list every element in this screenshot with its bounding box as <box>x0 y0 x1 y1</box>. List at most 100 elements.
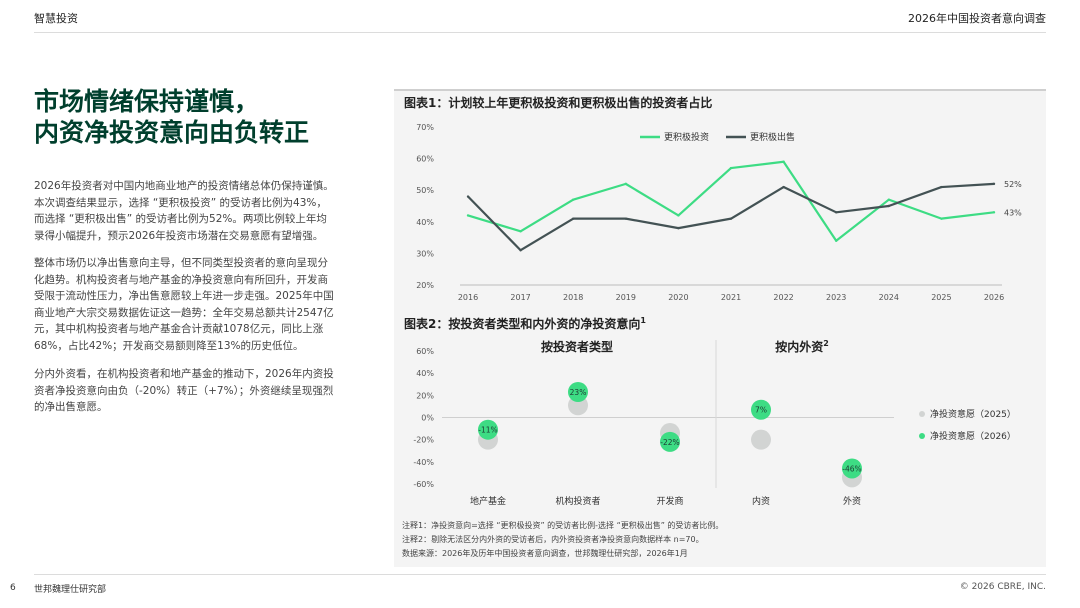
paragraph-1: 2026年投资者对中国内地商业地产的投资情绪总体仍保持谨慎。 本次调查结果显示，… <box>34 178 364 244</box>
paragraph-3: 分内外资看，在机构投资者和地产基金的推动下，2026年内资投 资者净投资意向由负… <box>34 366 364 416</box>
page-title-line1: 市场情绪保持谨慎， <box>34 87 260 116</box>
chart1-data-point <box>835 239 838 242</box>
chart2-point-2026 <box>751 399 771 420</box>
chart2-data-label: 7% <box>755 406 767 415</box>
chart1-data-point <box>729 166 733 170</box>
chart1-data-point <box>466 195 470 198</box>
chart1-x-tick: 2018 <box>563 293 583 302</box>
chart1-data-point <box>887 204 890 208</box>
chart1-data-point <box>466 214 470 217</box>
chart1-legend: 更积极投资 更积极出售 <box>640 131 795 143</box>
chart2-y-tick: -40% <box>413 458 434 467</box>
chart1-data-point <box>887 198 890 201</box>
chart1-x-tick: 2025 <box>931 293 951 302</box>
chart2-group-label-type: 按投资者类型 <box>541 339 613 354</box>
chart1-data-point <box>519 230 522 233</box>
paragraph-line: 而选择 “更积极出售” 的受访者比例为52%。两项比例较上年均 <box>34 213 327 225</box>
chart2-y-tick: -20% <box>413 436 434 445</box>
chart1-x-tick: 2017 <box>510 293 530 302</box>
chart1-data-point <box>782 185 785 189</box>
chart2-x-tick: 地产基金 <box>470 495 506 507</box>
chart2-legend-swatch <box>919 411 925 417</box>
chart1-data-point <box>572 217 575 220</box>
chart1-data-point <box>940 185 943 189</box>
chart2-point-2026 <box>842 458 862 479</box>
chart2-point-2025 <box>751 429 771 450</box>
chart2-x-tick: 内资 <box>752 495 770 507</box>
chart1-x-tick: 2020 <box>668 293 688 302</box>
chart2-points: -11% 23% -22% 7% -46% <box>478 382 862 488</box>
chart1-axes: 70% 60% 50% 40% 30% 20% 2016 2017 2018 2019 2020 20… <box>416 123 1004 302</box>
chart2-legend-swatch <box>919 433 925 439</box>
chart1-data-point <box>992 211 996 214</box>
chart2-y-tick: 40% <box>416 369 434 378</box>
paragraph-line: 2026年投资者对中国内地商业地产的投资情绪总体仍保持谨慎。 <box>34 180 334 192</box>
data-source: 数据来源：2026年及历年中国投资者意向调查，世邦魏理仕研究部，2026年1月 <box>402 548 688 558</box>
chart2-data-label: 23% <box>570 388 587 397</box>
chart1-x-tick: 2022 <box>773 293 793 302</box>
footer-divider <box>34 574 1046 575</box>
paragraph-2: 整体市场仍以净出售意向主导，但不同类型投资者的意向呈现分 化趋势。机构投资者与地… <box>34 255 364 354</box>
chart1-legend-label: 更积极出售 <box>750 131 795 143</box>
footer-copyright: © 2026 CBRE, INC. <box>959 582 1046 592</box>
chart2-point-2026 <box>660 431 680 452</box>
chart1-data-point <box>729 217 733 220</box>
paragraph-line: 录得小幅提升，预示2026年投资市场潜在交易意愿有望增强。 <box>34 229 324 242</box>
chart1-y-tick: 40% <box>416 218 434 227</box>
chart1-data-point <box>677 226 680 230</box>
chart2-data-label: -11% <box>478 426 497 435</box>
header-divider <box>34 32 1046 33</box>
chart1-y-tick: 60% <box>416 155 434 164</box>
chart1-x-tick: 2016 <box>458 293 478 302</box>
chart2-legend-label: 净投资意愿（2025） <box>930 408 1016 420</box>
paragraph-line: 68%，占比42%；开发商交易额则降至13%的历史低位。 <box>34 339 304 352</box>
chart1-y-tick: 30% <box>416 249 434 258</box>
chart1-data-point <box>992 182 996 186</box>
chart2-x-tick: 外资 <box>843 495 861 507</box>
chart1-series: 43% 52% <box>466 160 1022 252</box>
chart1-x-tick: 2019 <box>616 293 636 302</box>
footer-dept: 世邦魏理仕研究部 <box>34 585 107 595</box>
page-title: 市场情绪保持谨慎， 内资净投资意向由负转正 <box>34 86 309 148</box>
chart1-y-tick: 20% <box>416 281 434 290</box>
paragraph-line: 分内外资看，在机构投资者和地产基金的推动下，2026年内资投 <box>34 368 334 380</box>
chart1-data-point <box>624 182 627 186</box>
chart2-y-tick: 60% <box>416 347 434 356</box>
chart1-data-point <box>572 198 575 201</box>
chart2-legend-label: 净投资意愿（2026） <box>930 430 1016 442</box>
chart-panel-top-rule <box>394 89 1046 91</box>
chart2-data-label: -46% <box>842 464 861 473</box>
chart1-data-point <box>624 217 627 220</box>
chart1-series-line <box>467 160 995 242</box>
chart2-data-label: -22% <box>660 438 679 447</box>
paragraph-line: 资者净投资意向由负（-20%）转正（+7%）；外资继续呈现强烈 <box>34 384 334 397</box>
chart2-legend: 净投资意愿（2025） 净投资意愿（2026） <box>919 408 1016 442</box>
note-1: 注释1：净投资意向=选择 “更积极投资” 的受访者比例-选择 “更积极出售” 的… <box>402 520 723 530</box>
chart1-x-tick: 2024 <box>879 293 899 302</box>
report-title: 2026年中国投资者意向调查 <box>908 12 1046 25</box>
paragraph-line: 商业地产大宗交易数据佐证这一趋势：全年交易总额共计2547亿 <box>34 306 334 319</box>
chart1-y-tick: 50% <box>416 186 434 195</box>
chart1-x-tick: 2021 <box>721 293 741 302</box>
chart2-x-tick: 开发商 <box>656 495 683 507</box>
note-2: 注释2：剔除无法区分内外资的受访者后，内外资投资者净投资意向数据样本 n=70。 <box>402 534 704 544</box>
chart1-legend-label: 更积极投资 <box>664 131 709 143</box>
chart1-x-tick: 2026 <box>984 293 1004 302</box>
brand-label: 智慧投资 <box>34 12 78 25</box>
chart1-series-line <box>467 182 995 252</box>
chart-panel <box>394 90 1046 567</box>
chart1-y-tick: 70% <box>416 123 434 132</box>
page-title-line2: 内资净投资意向由负转正 <box>34 118 310 147</box>
paragraph-line: 的净出售意愿。 <box>34 401 108 413</box>
chart2-point-2026 <box>478 419 498 440</box>
chart2-group-label-origin: 按内外资2 <box>775 339 829 354</box>
chart1-data-point <box>782 160 785 163</box>
paragraph-line: 本次调查结果显示，选择 “更积极投资” 的受访者比例为43%， <box>34 196 327 209</box>
chart1-title: 图表1：计划较上年更积极投资和更积极出售的投资者占比 <box>404 95 712 110</box>
chart2-y-tick: 0% <box>421 414 434 423</box>
chart1-data-point <box>940 217 943 220</box>
charts-canvas: 图表1：计划较上年更积极投资和更积极出售的投资者占比 70% 60% 50% 40% 3… <box>402 95 1022 558</box>
chart1-data-point <box>519 249 522 252</box>
chart1-data-point <box>677 214 680 217</box>
chart2-y-tick: 20% <box>416 391 434 400</box>
